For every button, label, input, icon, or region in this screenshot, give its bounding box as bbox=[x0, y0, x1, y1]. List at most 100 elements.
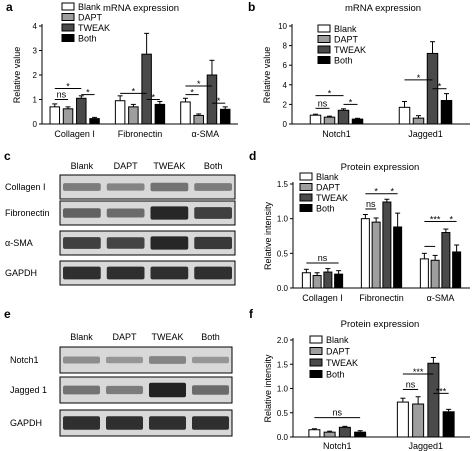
blot-band bbox=[194, 207, 232, 219]
bar-tweak bbox=[382, 201, 392, 289]
y-tick-label: 10 bbox=[278, 22, 287, 31]
legend-entry-tweak: TWEAK bbox=[326, 358, 358, 368]
bar-blank bbox=[114, 100, 126, 125]
legend-entry-blank: Blank bbox=[316, 172, 339, 182]
bar-dapt bbox=[128, 106, 139, 125]
panel-label-a: a bbox=[6, 0, 13, 14]
panel-label-f: f bbox=[249, 307, 254, 321]
bar-tweak bbox=[441, 232, 451, 289]
western-blot-c: Blank DAPT TWEAK Both Collagen I Fibronectin α… bbox=[5, 161, 236, 286]
legend-entry-both: Both bbox=[334, 56, 353, 66]
legend-swatch-tweak bbox=[317, 45, 331, 54]
blot-band bbox=[192, 356, 229, 364]
category-label: Collagen I bbox=[302, 293, 343, 303]
bar-blank bbox=[301, 272, 311, 289]
chart-a: mRNA expression Relative value 0 1 2 3 4 Collag… bbox=[12, 2, 238, 139]
chart-d-title: Protein expression bbox=[341, 162, 420, 173]
blot-row-label: α-SMA bbox=[5, 238, 33, 248]
panel-label-c: c bbox=[4, 149, 11, 163]
y-tick-label: 1.5 bbox=[277, 180, 289, 189]
bar-blank bbox=[360, 218, 370, 289]
category-label: α-SMA bbox=[427, 293, 455, 303]
legend-swatch-blank bbox=[299, 172, 313, 181]
y-tick-label: 0.0 bbox=[277, 433, 289, 442]
chart-f-ylabel: Relative intensity bbox=[263, 354, 273, 423]
legend-swatch-both bbox=[309, 370, 323, 378]
significance-label: * bbox=[86, 88, 90, 98]
blot-band bbox=[192, 385, 229, 395]
bar-tweak bbox=[141, 53, 152, 125]
bar-dapt bbox=[323, 116, 336, 125]
blot-band bbox=[149, 356, 186, 364]
y-tick-label: 2 bbox=[283, 100, 288, 109]
legend-swatch-dapt bbox=[317, 35, 331, 43]
blot-band bbox=[63, 266, 101, 280]
significance-label: * bbox=[417, 73, 421, 83]
bar-dapt bbox=[312, 275, 322, 289]
y-tick-label: 8 bbox=[283, 42, 288, 51]
category-label: α-SMA bbox=[191, 129, 219, 139]
significance-label: * bbox=[132, 86, 136, 96]
significance-label: ns bbox=[332, 408, 342, 418]
blot-band bbox=[63, 385, 100, 395]
significance-label: ns bbox=[318, 253, 328, 263]
blot-row-label: Collagen I bbox=[5, 182, 46, 192]
legend-entry-both: Both bbox=[78, 34, 97, 44]
legend-swatch-both bbox=[299, 204, 313, 212]
legend-entry-blank: Blank bbox=[326, 335, 349, 345]
lane-label: TWEAK bbox=[153, 161, 185, 171]
legend-entry-both: Both bbox=[326, 370, 345, 380]
lane-label: Blank bbox=[71, 161, 94, 171]
blot-band bbox=[106, 385, 143, 395]
chart-a-ylabel: Relative value bbox=[12, 47, 22, 104]
significance-label: * bbox=[438, 82, 442, 92]
blot-band bbox=[150, 206, 189, 220]
blot-band bbox=[106, 208, 145, 218]
blot-band bbox=[150, 182, 189, 192]
category-label: Jagged1 bbox=[408, 441, 443, 451]
blot-band bbox=[106, 416, 143, 430]
significance-label: ns bbox=[406, 379, 416, 389]
legend-swatch-tweak bbox=[299, 193, 313, 202]
legend-swatch-blank bbox=[61, 2, 75, 11]
blot-band bbox=[106, 266, 145, 280]
category-label: Collagen I bbox=[54, 129, 95, 139]
blot-row-label: GAPDH bbox=[5, 268, 37, 278]
category-label: Fibronectin bbox=[118, 129, 163, 139]
bar-dapt bbox=[412, 117, 425, 125]
bar-blank bbox=[398, 106, 411, 125]
significance-label: * bbox=[374, 187, 378, 197]
bar-both bbox=[452, 251, 462, 289]
bar-both bbox=[219, 108, 231, 125]
bar-both bbox=[442, 411, 455, 438]
significance-label: * bbox=[190, 88, 194, 98]
bar-tweak bbox=[323, 271, 333, 289]
bar-dapt bbox=[412, 403, 425, 438]
blot-band bbox=[63, 208, 101, 218]
blot-row-label: Jagged 1 bbox=[10, 385, 47, 395]
blot-band bbox=[149, 416, 186, 430]
lane-label: Both bbox=[201, 332, 220, 342]
legend-entry-dapt: DAPT bbox=[334, 35, 359, 45]
chart-b: mRNA expression Relative value 0 2 4 6 8 10 Notc… bbox=[262, 3, 470, 139]
bar-blank bbox=[396, 401, 409, 438]
panel-label-d: d bbox=[249, 149, 256, 163]
legend-swatch-dapt bbox=[309, 347, 323, 355]
legend-entry-tweak: TWEAK bbox=[316, 193, 348, 203]
y-tick-label: 1.0 bbox=[277, 215, 289, 224]
legend-swatch-blank bbox=[317, 24, 331, 33]
significance-label: ns bbox=[318, 98, 328, 108]
significance-label: * bbox=[328, 89, 332, 99]
legend-entry-dapt: DAPT bbox=[316, 183, 341, 193]
bar-tweak bbox=[76, 97, 87, 125]
chart-d-ylabel: Relative intensity bbox=[263, 201, 273, 270]
significance-label: * bbox=[151, 93, 155, 103]
lane-label: Both bbox=[204, 161, 223, 171]
bar-both bbox=[351, 118, 364, 125]
legend-entry-both: Both bbox=[316, 204, 335, 214]
y-tick-label: 4 bbox=[283, 81, 288, 90]
legend-swatch-both bbox=[61, 34, 75, 42]
y-tick-label: 0.0 bbox=[277, 284, 289, 293]
category-label: Fibronectin bbox=[359, 293, 404, 303]
